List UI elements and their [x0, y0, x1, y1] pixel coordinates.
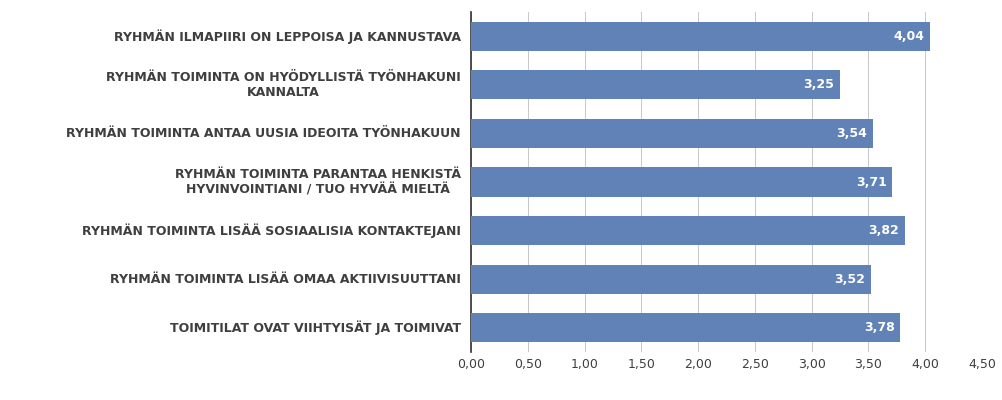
Text: RYHMÄN ILMAPIIRI ON LEPPOISA JA KANNUSTAVA: RYHMÄN ILMAPIIRI ON LEPPOISA JA KANNUSTA…: [114, 29, 461, 44]
Text: TOIMITILAT OVAT VIIHTYISÄT JA TOIMIVAT: TOIMITILAT OVAT VIIHTYISÄT JA TOIMIVAT: [169, 320, 461, 335]
Bar: [471, 168, 892, 196]
Text: 3,52: 3,52: [834, 273, 865, 286]
Text: 3,71: 3,71: [856, 176, 887, 188]
Bar: [471, 216, 905, 245]
Text: RYHMÄN TOIMINTA LISÄÄ OMAA AKTIIVISUUTTANI: RYHMÄN TOIMINTA LISÄÄ OMAA AKTIIVISUUTTA…: [110, 273, 461, 286]
Text: 4,04: 4,04: [893, 30, 924, 43]
Text: 3,54: 3,54: [837, 127, 868, 140]
Bar: [471, 119, 873, 148]
Bar: [471, 70, 840, 100]
Bar: [471, 264, 871, 294]
Bar: [471, 22, 930, 51]
Text: 3,82: 3,82: [869, 224, 899, 237]
Text: RYHMÄN TOIMINTA PARANTAA HENKISTÄ
HYVINVOINTIANI / TUO HYVÄÄ MIELTÄ: RYHMÄN TOIMINTA PARANTAA HENKISTÄ HYVINV…: [174, 168, 461, 196]
Text: RYHMÄN TOIMINTA LISÄÄ SOSIAALISIA KONTAKTEJANI: RYHMÄN TOIMINTA LISÄÄ SOSIAALISIA KONTAK…: [82, 223, 461, 238]
Text: 3,78: 3,78: [864, 321, 895, 334]
Text: RYHMÄN TOIMINTA ANTAA UUSIA IDEOITA TYÖNHAKUUN: RYHMÄN TOIMINTA ANTAA UUSIA IDEOITA TYÖN…: [66, 127, 461, 140]
Text: 3,25: 3,25: [804, 78, 835, 91]
Bar: [471, 313, 900, 342]
Text: RYHMÄN TOIMINTA ON HYÖDYLLISTÄ TYÖNHAKUNI
KANNALTA: RYHMÄN TOIMINTA ON HYÖDYLLISTÄ TYÖNHAKUN…: [106, 71, 461, 99]
